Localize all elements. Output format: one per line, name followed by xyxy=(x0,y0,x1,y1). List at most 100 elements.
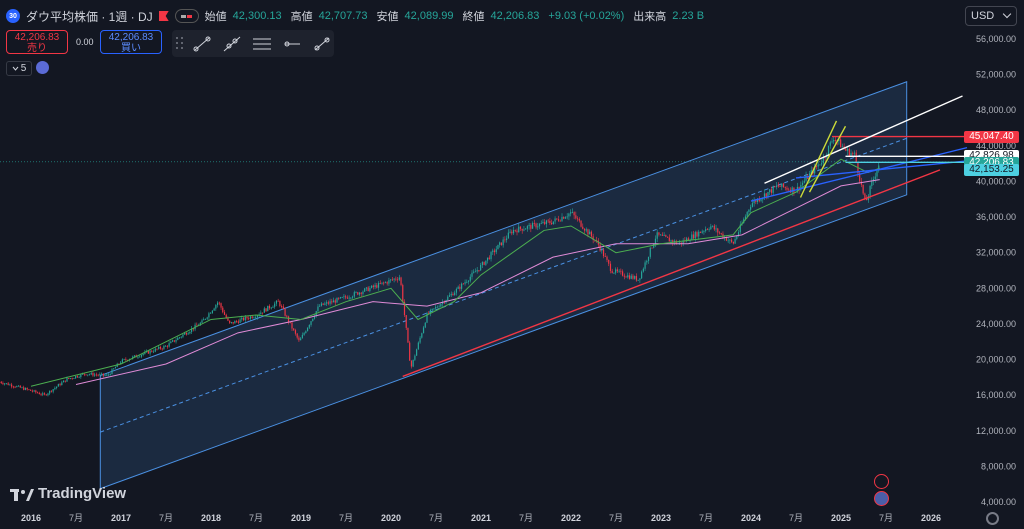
candle-body xyxy=(815,166,818,167)
ma-fast-line xyxy=(30,158,880,387)
candle-body xyxy=(765,193,767,197)
candle-body xyxy=(300,338,302,341)
candle-body xyxy=(776,185,778,188)
candle-body xyxy=(692,234,695,239)
candle-body xyxy=(744,216,747,220)
x-tick-label: 7月 xyxy=(69,513,83,523)
candle-body xyxy=(630,275,632,279)
candle-body xyxy=(113,368,115,370)
x-tick-label: 2024 xyxy=(741,513,761,523)
candle-body xyxy=(718,232,721,234)
candle-body xyxy=(175,340,177,342)
candle-body xyxy=(454,292,456,296)
candle-body xyxy=(686,238,688,242)
candle-body xyxy=(261,312,264,314)
candle-body xyxy=(360,292,362,294)
candle-body xyxy=(464,282,466,284)
candle-body xyxy=(390,279,392,281)
info-line-icon[interactable] xyxy=(310,34,334,54)
symbol-badge-icon[interactable]: 30 xyxy=(6,9,20,23)
candle-body xyxy=(455,288,458,293)
candle-body xyxy=(705,229,707,232)
us-flag-icon[interactable] xyxy=(874,491,889,506)
candle-body xyxy=(511,231,513,234)
tradingview-logo-icon xyxy=(10,488,34,501)
candle-body xyxy=(350,297,352,299)
candle-body xyxy=(583,228,586,231)
candle-body xyxy=(166,345,168,347)
candle-body xyxy=(66,378,68,382)
x-tick-label: 2016 xyxy=(21,513,41,523)
candle-body xyxy=(410,360,413,367)
candle-body xyxy=(582,226,584,229)
candle-body xyxy=(547,220,549,222)
refresh-icon[interactable] xyxy=(36,61,49,74)
candle-body xyxy=(615,269,617,273)
candle-body xyxy=(639,278,641,280)
candle-body xyxy=(227,318,229,321)
candle-body xyxy=(497,244,499,250)
candle-body xyxy=(47,393,49,396)
candle-body xyxy=(149,350,151,354)
extended-line-icon[interactable] xyxy=(220,34,244,54)
candle-body xyxy=(353,292,355,297)
trend-line xyxy=(795,160,968,179)
trend-line xyxy=(808,125,847,193)
gear-icon[interactable] xyxy=(986,512,999,525)
x-tick-label: 7月 xyxy=(429,513,443,523)
trend-line-icon[interactable] xyxy=(190,34,214,54)
symbol-title[interactable]: ダウ平均株価 · 1週 · DJ xyxy=(26,9,153,24)
candle-body xyxy=(653,243,655,248)
candle-body xyxy=(156,348,158,350)
candle-body xyxy=(557,219,560,221)
candle-body xyxy=(608,259,610,264)
candle-body xyxy=(602,249,605,257)
candle-body xyxy=(386,282,388,284)
candle-body xyxy=(531,223,534,229)
candle-body xyxy=(518,226,520,233)
candle-body xyxy=(462,283,464,285)
candle-body xyxy=(734,239,736,244)
flash-icon[interactable] xyxy=(874,474,889,489)
candle-body xyxy=(578,218,580,221)
candle-body xyxy=(111,369,113,375)
candle-body xyxy=(391,279,393,281)
drag-handle-icon[interactable] xyxy=(176,36,184,51)
candle-body xyxy=(210,312,212,314)
flag-icon[interactable] xyxy=(158,11,169,21)
candle-body xyxy=(774,186,776,188)
candle-body xyxy=(876,170,878,177)
buy-button[interactable]: 42,206.83 買い xyxy=(100,30,162,54)
sell-button[interactable]: 42,206.83 売り xyxy=(6,30,68,54)
candle-body xyxy=(152,351,155,353)
candle-body xyxy=(800,184,802,190)
candle-body xyxy=(698,231,700,237)
candle-body xyxy=(191,328,193,332)
candle-body xyxy=(845,148,847,151)
candle-body xyxy=(436,306,438,308)
candle-body xyxy=(369,287,371,292)
candle-body xyxy=(651,247,653,249)
candle-body xyxy=(514,229,516,231)
candle-body xyxy=(530,224,532,229)
candle-body xyxy=(810,170,812,174)
candle-body xyxy=(165,345,167,347)
currency-select[interactable]: USD xyxy=(965,6,1017,26)
candle-body xyxy=(178,337,181,339)
indicator-toggle[interactable]: 5 xyxy=(6,61,32,76)
horizontal-ray-icon[interactable] xyxy=(280,34,304,54)
candle-body xyxy=(229,320,231,323)
candle-body xyxy=(507,232,509,239)
market-status-icon[interactable] xyxy=(174,9,199,23)
candle-body xyxy=(711,225,714,227)
candle-body xyxy=(30,389,32,391)
y-tick-label: 8,000.00 xyxy=(981,461,1016,471)
candle-body xyxy=(147,351,149,354)
candle-body xyxy=(142,353,144,355)
parallel-channel-icon[interactable] xyxy=(250,34,274,54)
candle-body xyxy=(319,305,321,307)
volume-value: 2.23 B xyxy=(672,10,705,22)
candle-body xyxy=(864,193,866,199)
candle-body xyxy=(625,276,627,278)
